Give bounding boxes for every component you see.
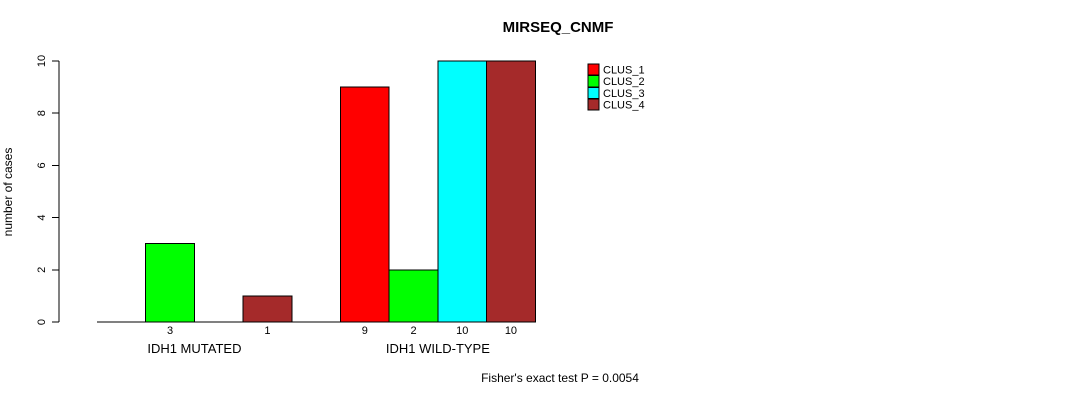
bar-CLUS_3 [437,60,488,323]
legend-swatch [587,63,600,76]
legend-label: CLUS_1 [603,65,645,77]
y-tick-label: 0 [36,319,48,325]
bar-value-label: 10 [456,325,468,337]
bar-CLUS_4 [242,295,293,323]
legend-swatch [587,75,600,88]
bar-CLUS_4 [486,60,536,323]
y-tick-label: 4 [36,215,48,221]
bar-value-label: 3 [167,325,173,337]
legend-label: CLUS_3 [603,88,645,100]
y-tick-label: 6 [36,162,48,168]
bar-value-label: 9 [362,325,368,337]
legend-label: CLUS_4 [603,100,645,112]
chart-title: MIRSEQ_CNMF [503,19,614,36]
y-tick-label: 2 [36,267,48,273]
bar-groups: 3 1 IDH1 MUTATED 9 2 10 10 IDH1 WILD-TYPE [97,60,536,356]
bar-CLUS_1 [340,86,390,323]
group-label: IDH1 MUTATED [147,341,241,356]
legend-label: CLUS_2 [603,76,645,88]
group-label: IDH1 WILD-TYPE [386,341,490,356]
bar-value-label: 10 [505,325,517,337]
bar-value-label: 2 [410,325,416,337]
bar-value-label: 1 [264,325,270,337]
y-tick-label: 10 [36,55,48,67]
bar-CLUS_2 [388,269,439,323]
stat-annotation: Fisher's exact test P = 0.0054 [481,371,639,385]
y-tick-label: 8 [36,110,48,116]
legend-swatch [587,98,600,111]
y-axis: 0 2 4 6 8 10 [36,55,60,325]
bar-CLUS_2 [145,243,195,323]
legend-swatch [587,87,600,99]
y-axis-label: number of cases [1,148,15,237]
